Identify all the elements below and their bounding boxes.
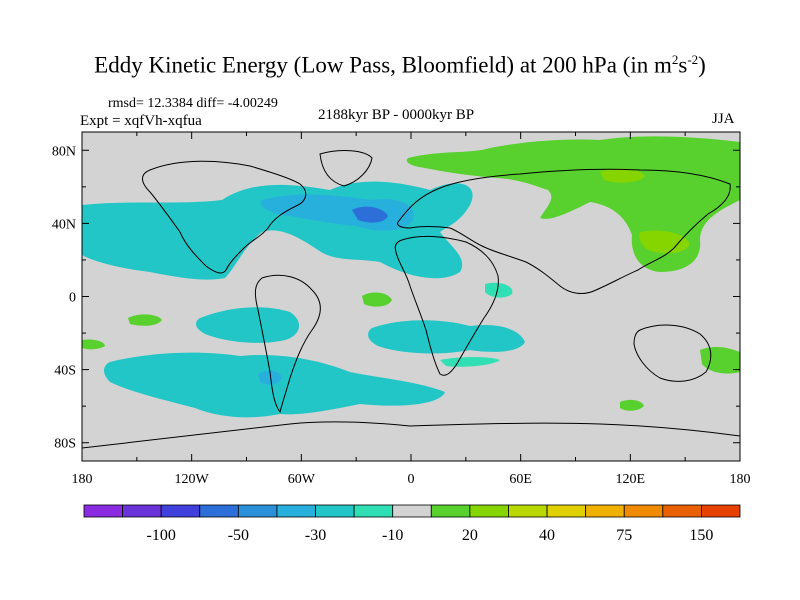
lon-label: 60E bbox=[509, 472, 532, 487]
colorbar-bin bbox=[83, 504, 123, 518]
colorbar-label: -10 bbox=[382, 527, 403, 544]
colorbar-label: -100 bbox=[147, 527, 176, 544]
contour-australia-east bbox=[700, 346, 740, 374]
colorbar-bin bbox=[469, 504, 509, 518]
contour-south-indian-east bbox=[620, 399, 644, 411]
lon-label: 120W bbox=[175, 472, 210, 487]
lat-label: 0 bbox=[69, 291, 76, 306]
colorbar bbox=[83, 504, 741, 518]
chart-title: Eddy Kinetic Energy (Low Pass, Bloomfiel… bbox=[94, 52, 706, 78]
colorbar-label: 40 bbox=[539, 527, 555, 544]
colorbar-bin bbox=[585, 504, 625, 518]
contour-pacific-eq bbox=[128, 314, 162, 326]
contour-siberia-core bbox=[600, 168, 645, 183]
longitude-labels: 180 120W 60W 0 60E 120E 180 bbox=[72, 472, 751, 487]
colorbar-bin bbox=[353, 504, 394, 518]
colorbar-bin bbox=[701, 504, 741, 518]
colorbar-bin bbox=[199, 504, 239, 518]
axis-ticks bbox=[81, 132, 741, 461]
coastline-europe-asia bbox=[397, 168, 731, 294]
colorbar-bin bbox=[276, 504, 316, 518]
lon-label: 0 bbox=[408, 472, 415, 487]
coastline-africa bbox=[394, 235, 499, 376]
colorbar-bin bbox=[122, 504, 162, 518]
colorbar-bin bbox=[315, 504, 355, 518]
lat-label: 40N bbox=[52, 217, 76, 232]
colorbar-bin bbox=[546, 504, 587, 518]
colorbar-bin bbox=[392, 504, 432, 518]
coastline-australia bbox=[633, 324, 712, 382]
colorbar-bin bbox=[160, 504, 201, 518]
lon-label: 180 bbox=[730, 472, 751, 487]
coastline-south-america bbox=[254, 274, 321, 414]
coastline-greenland bbox=[319, 150, 373, 187]
colorbar-label: 20 bbox=[462, 527, 478, 544]
lat-label: 80N bbox=[52, 144, 76, 159]
lon-label: 120E bbox=[616, 472, 646, 487]
coastline-antarctica bbox=[82, 421, 740, 449]
colorbar-bin bbox=[623, 504, 664, 518]
contour-south-atlantic bbox=[104, 352, 445, 418]
latitude-labels: 80N 40N 0 40S 80S bbox=[52, 144, 76, 451]
colorbar-labels: -100 -50 -30 -10 20 40 75 150 bbox=[147, 527, 714, 544]
contour-atlantic-eq bbox=[362, 292, 392, 307]
lat-label: 80S bbox=[54, 437, 76, 452]
lon-label: 60W bbox=[288, 472, 316, 487]
contour-south-indian bbox=[368, 320, 525, 354]
contour-indian-eq bbox=[485, 282, 513, 298]
contour-north-atlantic-min bbox=[352, 206, 388, 223]
stats-text: rmsd= 12.3384 diff= -4.00249 bbox=[108, 96, 278, 111]
colorbar-label: -30 bbox=[305, 527, 326, 544]
contour-south-atlantic-core bbox=[258, 370, 282, 385]
colorbar-bin bbox=[508, 504, 548, 518]
coastline-north-america bbox=[142, 160, 307, 274]
colorbar-bin bbox=[430, 504, 471, 518]
period-label: 2188kyr BP - 0000kyr BP bbox=[318, 107, 475, 123]
season-label: JJA bbox=[712, 111, 735, 127]
lat-label: 40S bbox=[54, 364, 76, 379]
colorbar-label: -50 bbox=[228, 527, 249, 544]
contour-asia-core bbox=[639, 230, 690, 254]
colorbar-label: 150 bbox=[689, 527, 713, 544]
colorbar-label: 75 bbox=[616, 527, 632, 544]
colorbar-bin bbox=[662, 504, 702, 518]
lon-label: 180 bbox=[72, 472, 93, 487]
contour-pacific-west bbox=[82, 339, 105, 350]
experiment-label: Expt = xqfVh-xqfua bbox=[80, 113, 202, 129]
contour-south-pacific bbox=[195, 307, 300, 343]
colorbar-bin bbox=[237, 504, 278, 518]
coastlines bbox=[82, 150, 740, 449]
contour-indian-band bbox=[440, 357, 500, 367]
